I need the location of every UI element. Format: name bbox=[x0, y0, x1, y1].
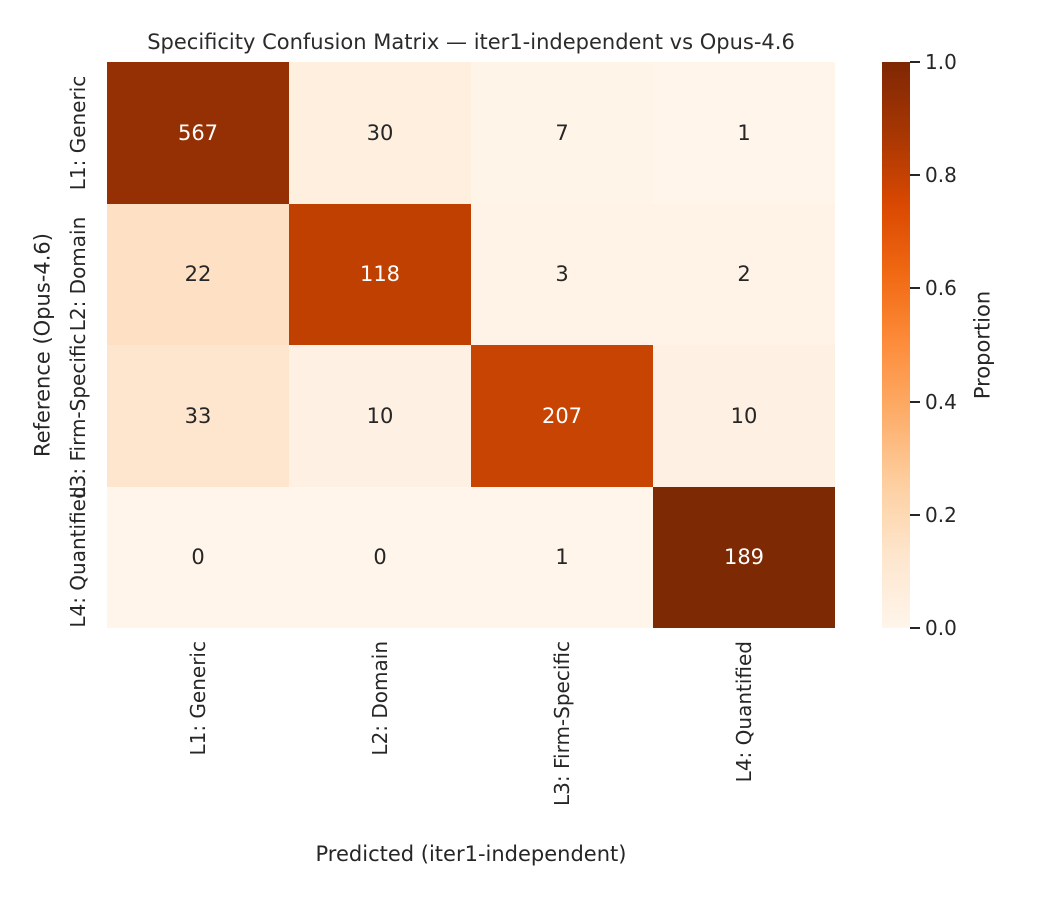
heatmap-cell-r4c3: 1 bbox=[471, 486, 653, 628]
heatmap-cell-r3c3: 207 bbox=[471, 345, 653, 487]
colorbar-tick-label-0.2: 0.2 bbox=[925, 502, 957, 527]
heatmap-cell-r1c1: 567 bbox=[107, 62, 289, 204]
heatmap-cell-r4c1: 0 bbox=[107, 486, 289, 628]
heatmap-cell-r1c4: 1 bbox=[653, 62, 835, 204]
colorbar-tick-mark-0.4 bbox=[910, 400, 920, 403]
x-tick-label-1: L1: Generic bbox=[186, 641, 210, 756]
colorbar-tick-mark-1.0 bbox=[910, 61, 920, 63]
heatmap-cell-r1c3: 7 bbox=[471, 62, 653, 204]
heatmap-cell-r4c4: 189 bbox=[653, 486, 835, 628]
colorbar-tick-mark-0.0 bbox=[910, 627, 920, 629]
heatmap-cell-r1c2: 30 bbox=[289, 62, 471, 204]
colorbar-tick-label-0.8: 0.8 bbox=[925, 163, 957, 188]
heatmap-cell-r2c3: 3 bbox=[471, 203, 653, 345]
colorbar-gradient bbox=[882, 62, 910, 628]
x-axis-label: Predicted (iter1-independent) bbox=[315, 842, 627, 866]
y-tick-label-4: L4: Quantified bbox=[66, 486, 90, 628]
heatmap-cell-r4c2: 0 bbox=[289, 486, 471, 628]
y-tick-label-1: L1: Generic bbox=[66, 75, 90, 191]
heatmap-cell-r2c2: 118 bbox=[289, 203, 471, 345]
y-axis-label: Reference (Opus-4.6) bbox=[30, 233, 55, 457]
heatmap-cell-r3c4: 10 bbox=[653, 345, 835, 487]
colorbar-label: Proportion bbox=[970, 290, 995, 400]
colorbar-tick-label-0.4: 0.4 bbox=[925, 389, 957, 414]
colorbar-tick-label-0.0: 0.0 bbox=[925, 616, 957, 640]
heatmap-cell-r3c1: 33 bbox=[107, 345, 289, 487]
heatmap-grid: 567 30 7 1 22 118 3 2 33 10 207 10 0 0 1 189 bbox=[107, 62, 835, 628]
x-tick-label-3: L3: Firm-Specific bbox=[550, 641, 574, 806]
heatmap-cell-r2c4: 2 bbox=[653, 203, 835, 345]
x-tick-label-2: L2: Domain bbox=[368, 641, 392, 756]
chart-title: Specificity Confusion Matrix — iter1-ind… bbox=[147, 30, 795, 54]
heatmap-cell-r2c1: 22 bbox=[107, 203, 289, 345]
y-tick-label-2: L2: Domain bbox=[66, 216, 90, 332]
colorbar-tick-label-0.6: 0.6 bbox=[925, 276, 957, 301]
x-tick-label-4: L4: Quantified bbox=[732, 641, 756, 783]
colorbar-tick-mark-0.2 bbox=[910, 513, 920, 516]
colorbar-tick-mark-0.8 bbox=[910, 174, 920, 177]
heatmap-cell-r3c2: 10 bbox=[289, 345, 471, 487]
y-tick-label-3: L3: Firm-Specific bbox=[66, 333, 90, 499]
colorbar-tick-label-1.0: 1.0 bbox=[925, 50, 957, 74]
colorbar-tick-mark-0.6 bbox=[910, 287, 920, 290]
